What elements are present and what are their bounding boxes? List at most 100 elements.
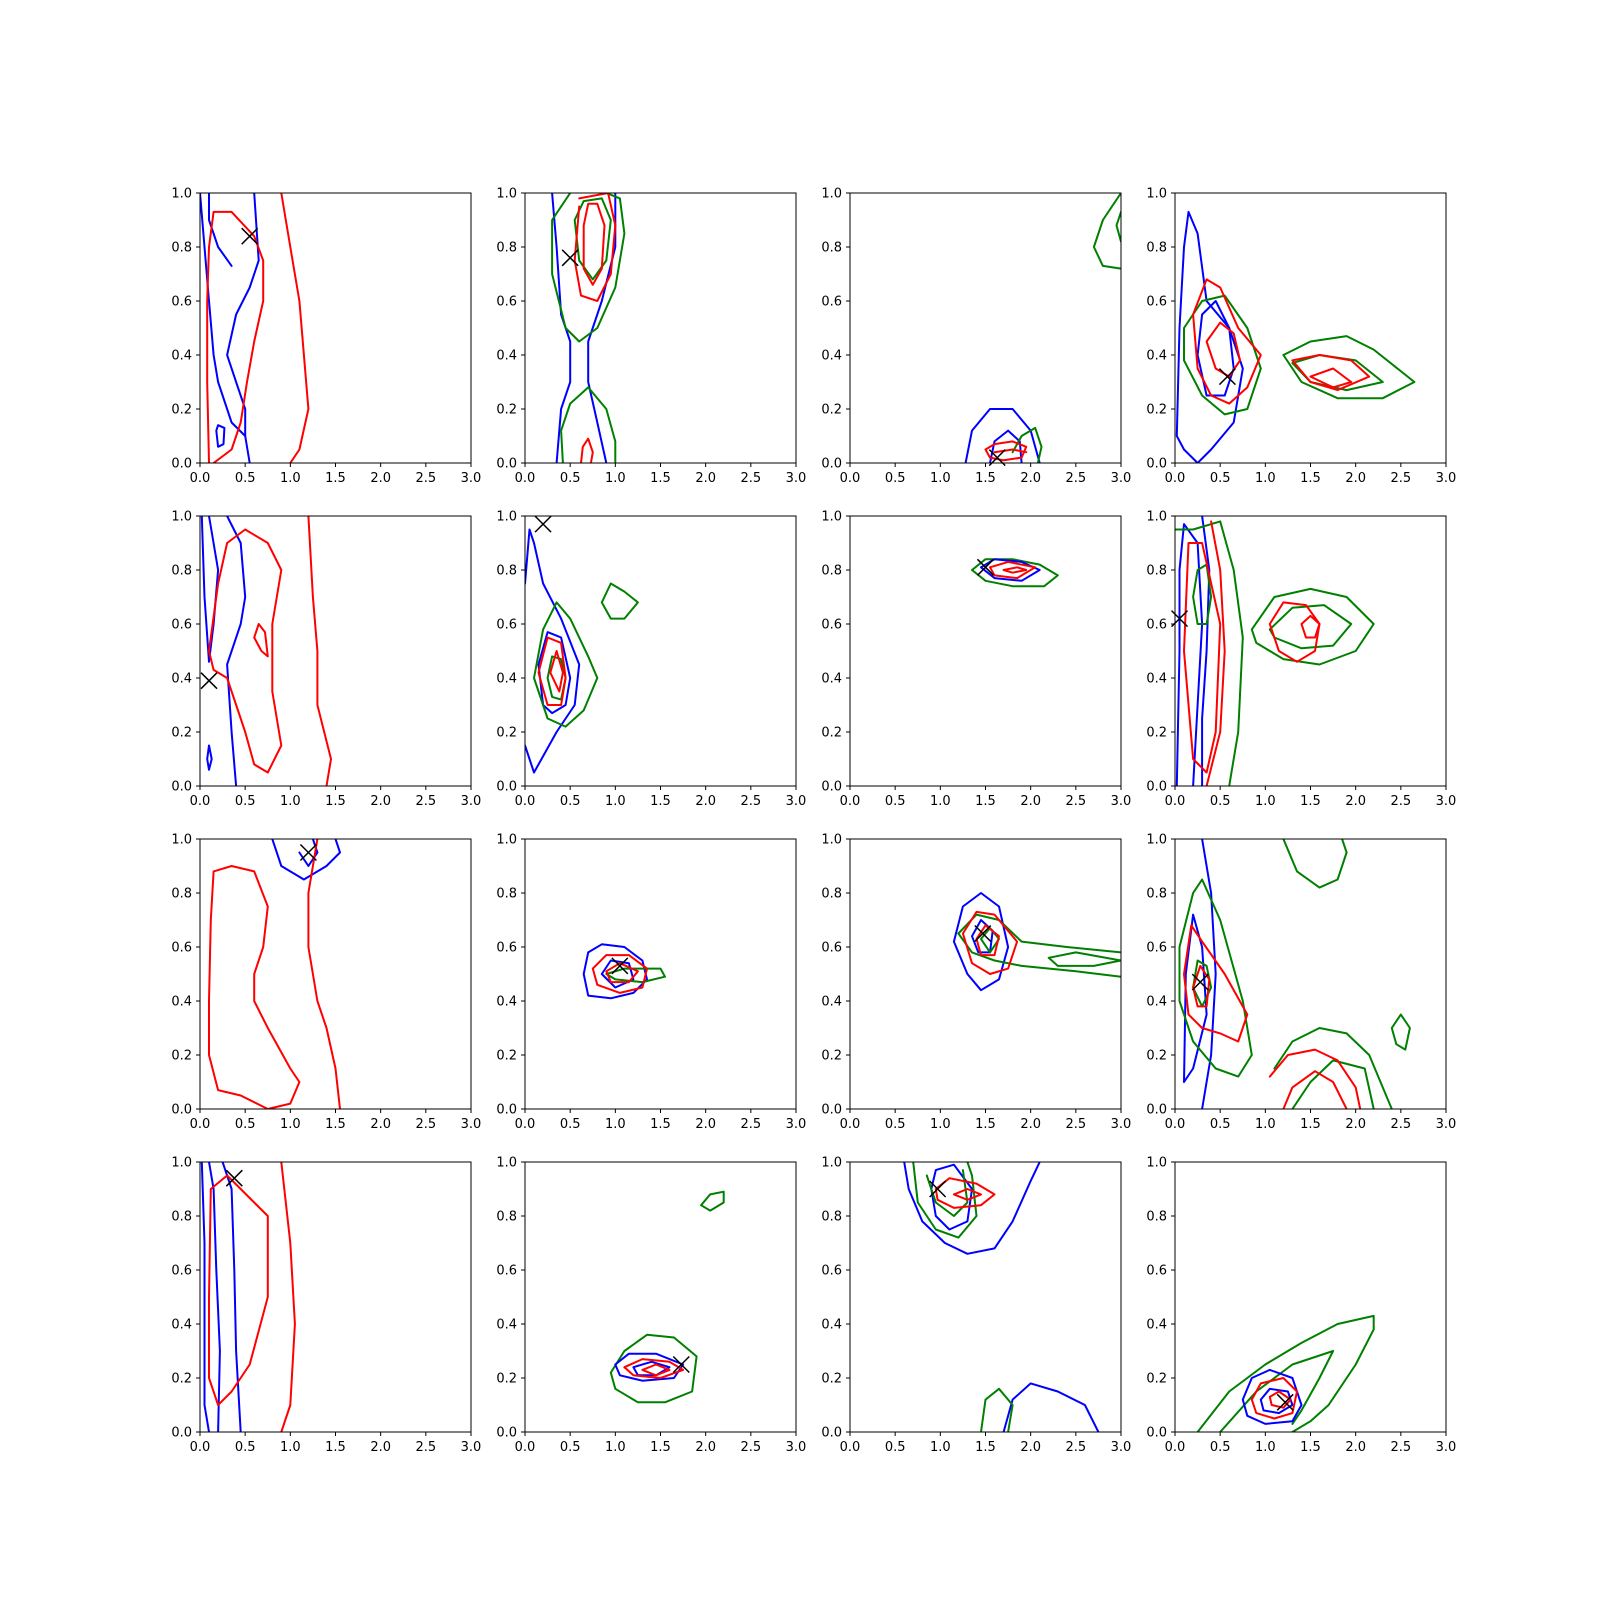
axes-frame: [524, 838, 797, 1110]
y-tick-label: 0.6: [171, 941, 192, 956]
x-tick-label: 2.0: [1020, 1440, 1041, 1455]
x-tick-label: 3.0: [1111, 1440, 1132, 1455]
red-contour-line: [1268, 1048, 1362, 1109]
x-marker: [561, 249, 579, 267]
blue-contour-line: [1002, 1382, 1100, 1432]
green-contour-line: [1196, 1314, 1375, 1432]
contour-group: [200, 193, 310, 463]
y-tick-label: 0.2: [171, 1049, 192, 1064]
red-contour-line: [1183, 924, 1249, 1043]
y-tick-label: 0.0: [171, 780, 192, 795]
blue-contour-line: [208, 193, 233, 267]
x-tick-label: 2.0: [370, 794, 391, 809]
x-tick-label: 1.5: [975, 471, 996, 486]
subplot-1-4: 0.0 0.5 1.0 1.5 2.0 2.5 3.0 0.0 0.2 0.4 0.6 0.8 1.0: [1146, 187, 1456, 487]
x-tick-label: 1.5: [325, 471, 346, 486]
x-tick-label: 1.5: [325, 1117, 346, 1132]
x-tick-label: 2.5: [415, 794, 436, 809]
axes-frame: [849, 838, 1122, 1110]
contour-group: [964, 193, 1121, 463]
x-marker: [976, 558, 995, 576]
x-tick-label: 2.0: [370, 471, 391, 486]
x-tick-label: 3.0: [1111, 794, 1132, 809]
y-tick-label: 0.8: [821, 1210, 842, 1225]
x-marker: [534, 515, 552, 533]
y-tick-label: 0.2: [821, 1372, 842, 1387]
red-contour-line: [952, 1188, 982, 1201]
red-contour-line: [591, 954, 648, 994]
y-tick-label: 0.4: [1146, 995, 1167, 1010]
x-tick-label: 0.5: [1210, 1440, 1231, 1455]
x-tick-label: 3.0: [786, 471, 807, 486]
x-tick-label: 1.0: [1255, 471, 1276, 486]
x-tick-label: 1.0: [1255, 1117, 1276, 1132]
y-tick-label: 0.4: [496, 672, 517, 687]
y-tick-label: 0.2: [496, 403, 517, 418]
red-contour-line: [307, 839, 341, 1109]
x-tick-label: 2.5: [740, 471, 761, 486]
red-contour-line: [961, 910, 1019, 975]
y-tick-label: 0.0: [821, 457, 842, 472]
y-tick-label: 0.8: [821, 887, 842, 902]
y-tick-label: 0.6: [496, 618, 517, 633]
x-tick-label: 0.0: [190, 1440, 211, 1455]
y-tick-label: 1.0: [1146, 510, 1167, 525]
x-tick-label: 1.5: [650, 471, 671, 486]
x-tick-label: 1.0: [930, 1117, 951, 1132]
y-tick-label: 0.6: [1146, 295, 1167, 310]
blue-contour-line: [200, 193, 251, 463]
x-tick-label: 2.0: [695, 1440, 716, 1455]
x-tick-label: 0.5: [560, 1117, 581, 1132]
y-tick-label: 0.8: [1146, 241, 1167, 256]
red-contour-line: [280, 1162, 296, 1432]
y-tick-label: 0.6: [171, 1264, 192, 1279]
y-tick-label: 0.8: [1146, 564, 1167, 579]
y-tick-label: 0.6: [821, 941, 842, 956]
contour-group: [1175, 210, 1416, 463]
blue-contour-line: [206, 744, 213, 771]
y-tick-label: 0.4: [821, 349, 842, 364]
contour-group: [1196, 1314, 1375, 1432]
x-tick-label: 1.5: [650, 1117, 671, 1132]
red-contour-line: [1192, 964, 1211, 1008]
green-contour-line: [560, 386, 590, 463]
red-contour-line: [280, 193, 310, 463]
y-tick-label: 0.4: [496, 1318, 517, 1333]
y-tick-label: 0.0: [171, 1103, 192, 1118]
green-contour-line: [587, 386, 617, 463]
green-contour-line: [1175, 520, 1244, 786]
x-tick-label: 2.5: [740, 1440, 761, 1455]
x-tick-label: 3.0: [1436, 794, 1457, 809]
x-tick-label: 1.0: [930, 794, 951, 809]
green-contour-line: [605, 967, 666, 984]
y-tick-label: 0.4: [821, 672, 842, 687]
x-tick-label: 3.0: [461, 794, 482, 809]
contour-group: [551, 193, 626, 463]
x-tick-label: 0.5: [560, 471, 581, 486]
x-tick-label: 1.5: [325, 794, 346, 809]
x-tick-label: 1.0: [605, 1440, 626, 1455]
x-tick-label: 1.0: [280, 1440, 301, 1455]
y-tick-label: 0.0: [496, 457, 517, 472]
subplot-3-2: 0.0 0.5 1.0 1.5 2.0 2.5 3.0 0.0 0.2 0.4 0.6 0.8 1.0: [496, 833, 806, 1133]
red-contour-line: [989, 560, 1037, 580]
x-tick-label: 1.5: [1300, 1117, 1321, 1132]
red-contour-line: [580, 437, 594, 463]
x-tick-label: 2.5: [415, 1117, 436, 1132]
x-marker: [200, 672, 218, 690]
x-tick-label: 2.0: [1020, 471, 1041, 486]
y-tick-label: 0.4: [171, 995, 192, 1010]
y-tick-label: 0.0: [1146, 1426, 1167, 1441]
subplot-3-3: 0.0 0.5 1.0 1.5 2.0 2.5 3.0 0.0 0.2 0.4 0.6 0.8 1.0: [821, 833, 1131, 1133]
y-tick-label: 0.2: [171, 726, 192, 741]
x-tick-label: 3.0: [1111, 1117, 1132, 1132]
blue-contour-line: [1196, 300, 1235, 397]
blue-contour-line: [1259, 1387, 1294, 1415]
blue-contour-line: [952, 892, 1010, 992]
x-tick-label: 1.0: [1255, 1440, 1276, 1455]
x-tick-label: 1.0: [605, 471, 626, 486]
y-tick-label: 0.0: [496, 1426, 517, 1441]
y-tick-label: 1.0: [496, 1156, 517, 1171]
green-contour-line: [1282, 335, 1416, 400]
x-tick-label: 2.5: [1390, 1117, 1411, 1132]
